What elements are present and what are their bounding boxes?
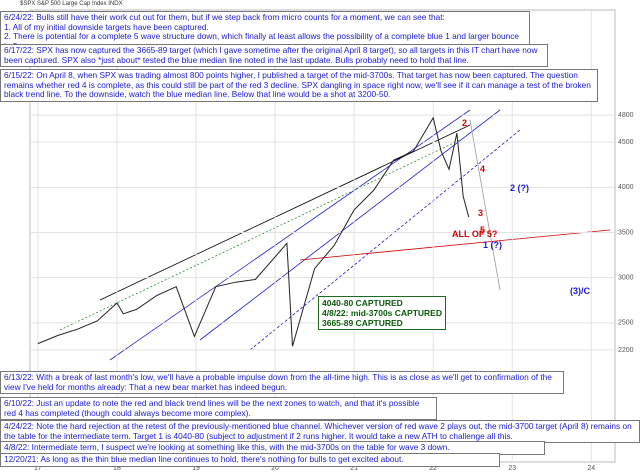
note-box: 6/13/22: With a break of last month's lo… — [0, 371, 564, 395]
x-tick-label: 23 — [508, 465, 516, 472]
note-box: 12/20/21: As long as the thin blue media… — [0, 453, 500, 467]
note-box: 6/15/22: On April 8, when SPX was tradin… — [0, 69, 598, 102]
black-line — [99, 124, 471, 301]
captured-line: 4/8/22: mid-3700s CAPTURED — [322, 308, 442, 318]
blue-line — [249, 129, 521, 351]
note-line: 6/24/22: Bulls still have their work cut… — [4, 12, 445, 22]
x-tick-label: 24 — [587, 465, 595, 472]
y-tick-label: 3000 — [618, 275, 634, 282]
y-tick-label: 4800 — [618, 112, 634, 119]
note-box: 6/10/22: Just an update to note the red … — [0, 397, 437, 421]
wave-label: 2 — [462, 118, 468, 128]
note-box: 6/17/22: SPX has now captured the 3665-8… — [0, 44, 548, 68]
y-tick-label: 4000 — [618, 184, 634, 191]
note-line: 1. All of my initial downside targets ha… — [4, 21, 209, 32]
x-tick-label: 17 — [34, 465, 42, 472]
y-tick-label: 2500 — [618, 320, 634, 327]
y-tick-label: 2200 — [618, 347, 634, 354]
wave-label: 1 (?) — [483, 240, 502, 250]
arrow-line — [469, 119, 501, 291]
blue-line — [199, 109, 501, 341]
x-tick-label: 18 — [113, 465, 121, 472]
symbol-header: $SPX S&P 500 Large Cap Index INDX — [20, 1, 123, 7]
red-line — [299, 229, 611, 261]
x-tick-label: 19 — [192, 465, 200, 472]
price-line — [37, 116, 470, 347]
wave-label: 4 — [480, 164, 486, 174]
note-line: 6/13/22: With a break of last month's lo… — [4, 372, 552, 392]
x-tick-label: 20 — [271, 465, 279, 472]
green-line — [59, 139, 461, 331]
captured-line: 4040-80 CAPTURED — [322, 298, 403, 308]
note-line: 4/24/22: Note the hard rejection at the … — [4, 421, 632, 441]
captured-line: 3665-89 CAPTURED — [322, 318, 403, 328]
blue-line — [109, 109, 471, 361]
note-line: 6/10/22: Just an update to note the red … — [4, 398, 420, 418]
wave-label: (3)/C — [570, 286, 590, 296]
x-tick-label: 22 — [429, 465, 437, 472]
captured-box: 4040-80 CAPTURED 4/8/22: mid-3700s CAPTUR… — [318, 296, 446, 330]
wave-label: ALL OF 5? — [452, 229, 498, 239]
wave-label: 5 — [480, 225, 486, 235]
note-line: 6/17/22: SPX has now captured the 3665-8… — [4, 45, 538, 65]
y-tick-label: 4500 — [618, 139, 634, 146]
y-tick-label: 3500 — [618, 229, 634, 236]
channel-lines — [59, 109, 611, 361]
note-box: 4/24/22: Note the hard rejection at the … — [0, 420, 640, 444]
wave-label: 3 — [478, 208, 484, 218]
note-line: 6/15/22: On April 8, when SPX was tradin… — [4, 70, 591, 100]
note-line: 4/8/22: Intermediate term, I suspect we'… — [4, 442, 450, 452]
x-tick-label: 21 — [350, 465, 358, 472]
wave-label: 2 (?) — [510, 183, 529, 193]
note-line: 12/20/21: As long as the thin blue media… — [4, 454, 404, 464]
